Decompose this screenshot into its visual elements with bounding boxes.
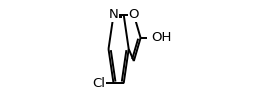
Text: N: N — [109, 8, 118, 21]
Text: O: O — [128, 8, 139, 21]
Text: OH: OH — [151, 31, 172, 44]
Text: Cl: Cl — [92, 77, 105, 90]
